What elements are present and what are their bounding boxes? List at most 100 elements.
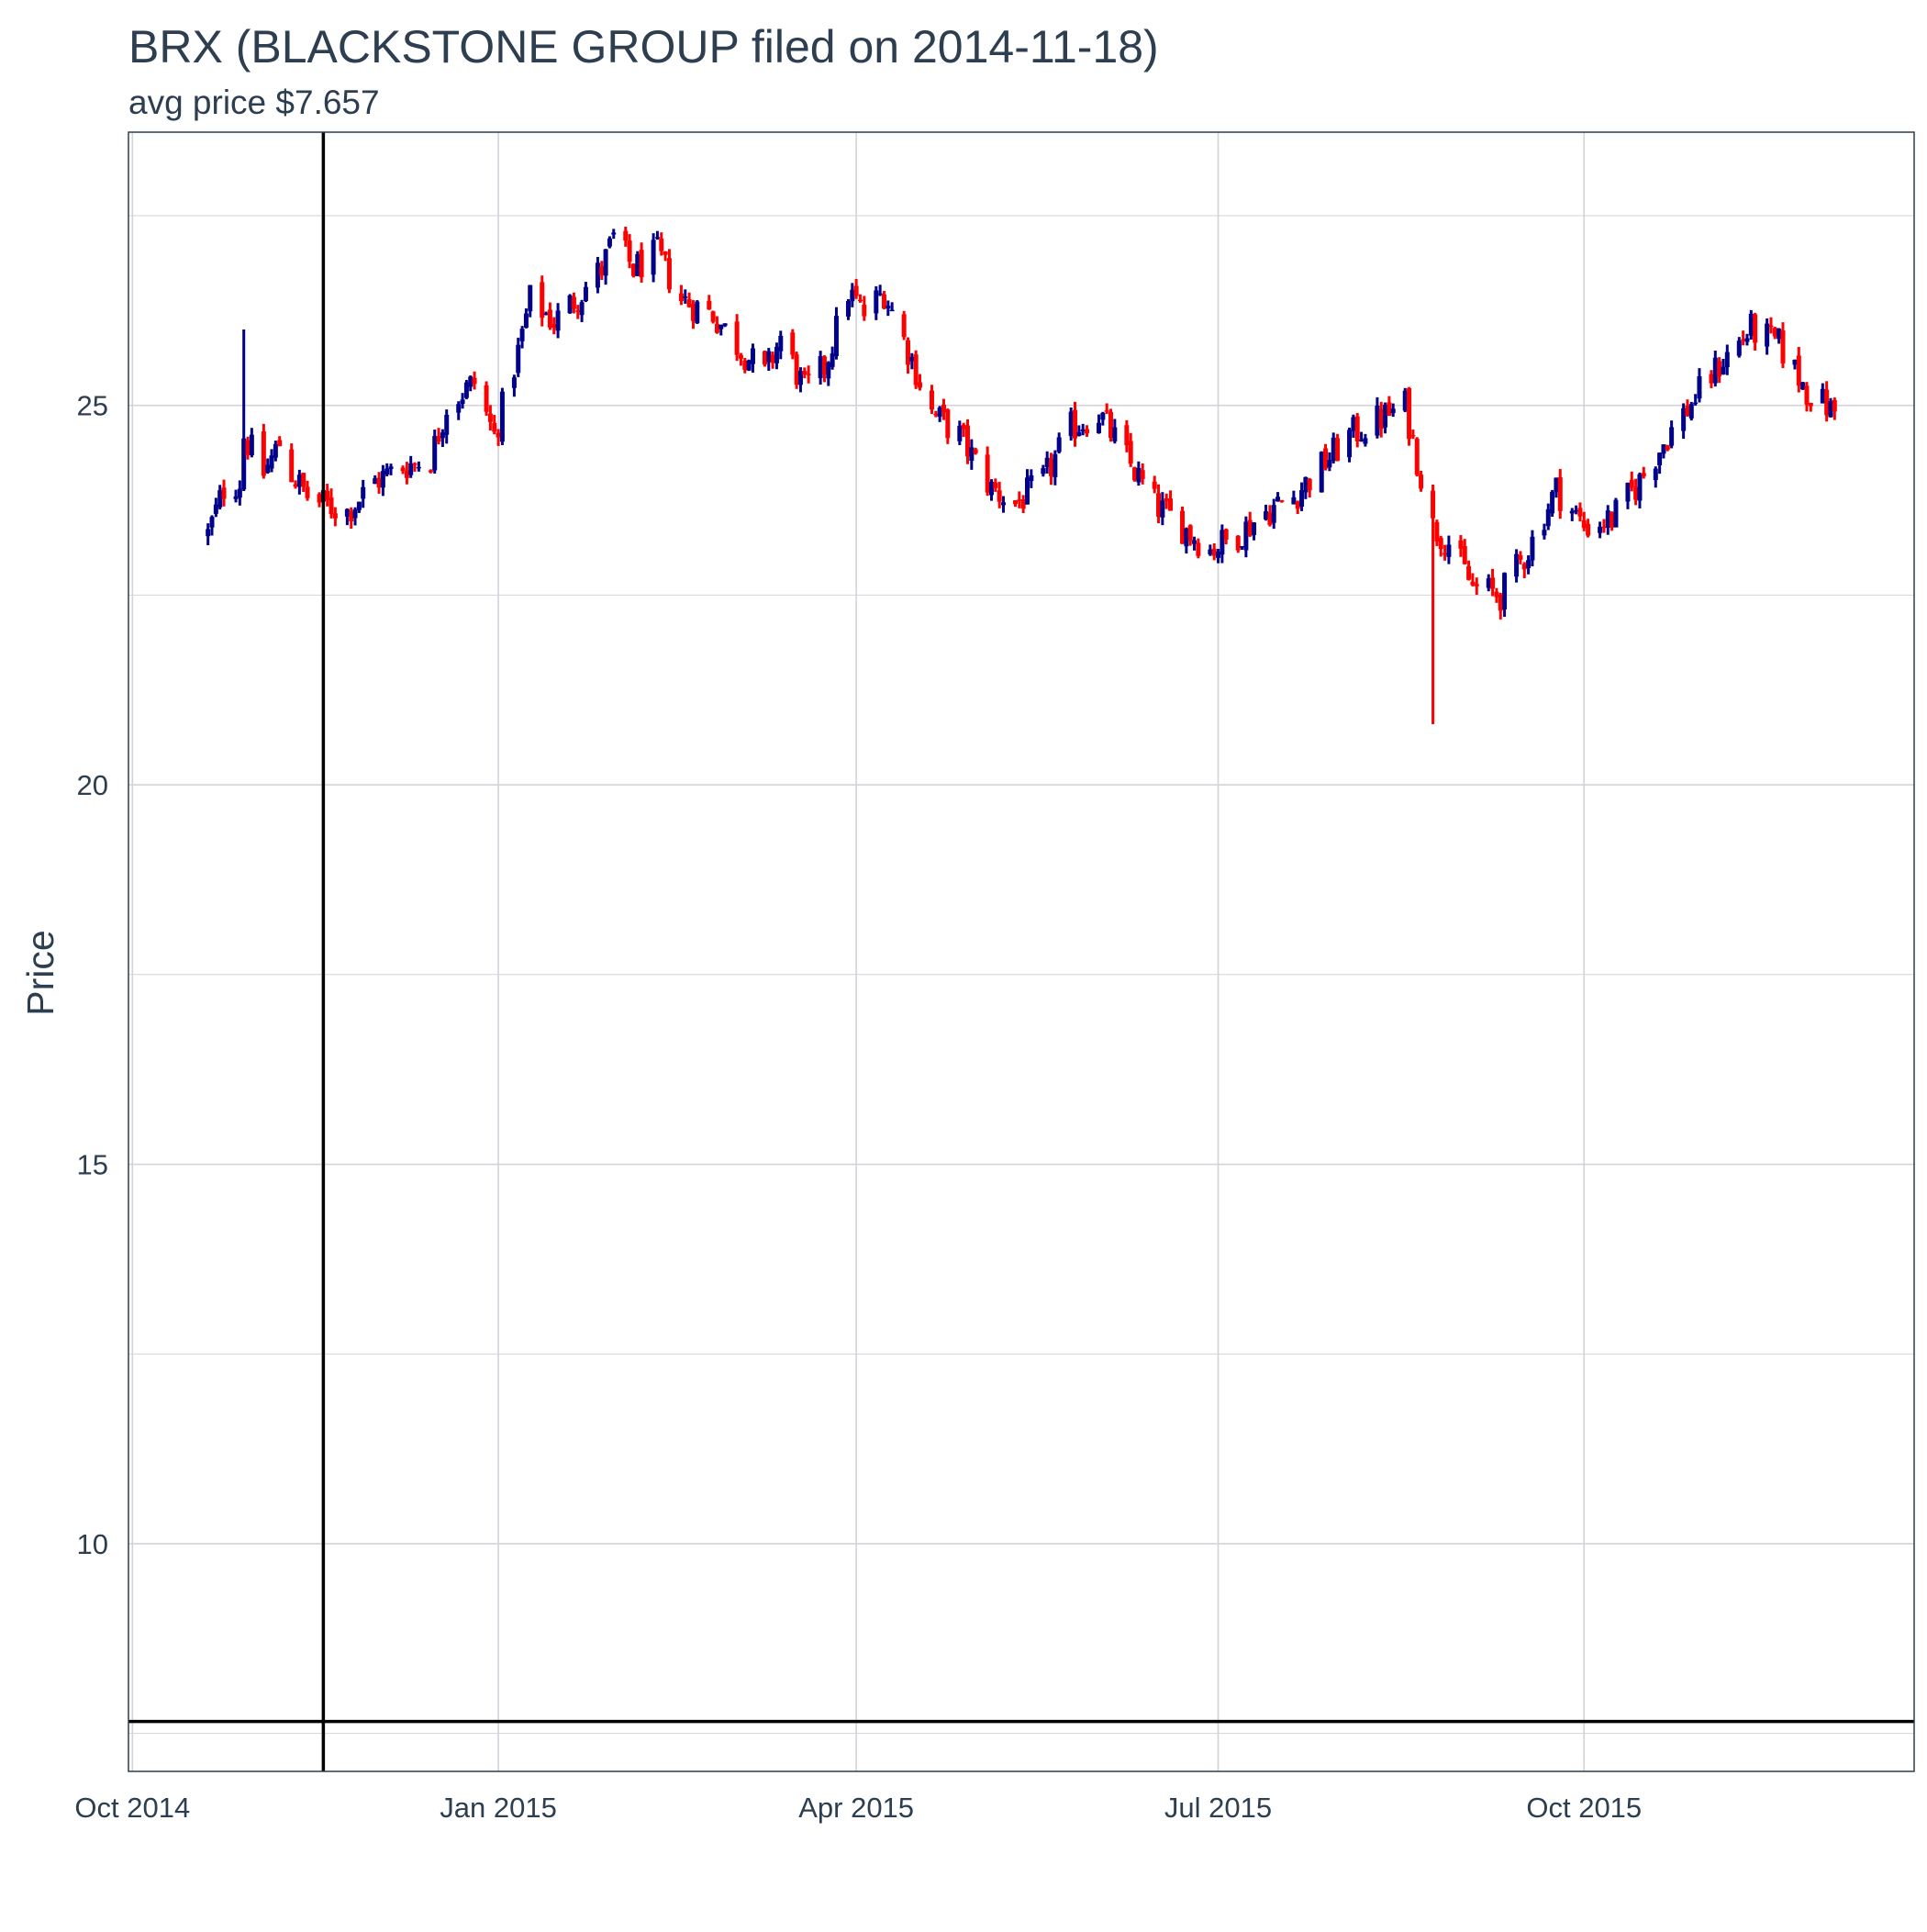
candle-body [770,354,775,363]
candle-body [1335,438,1341,462]
candle-body [1669,427,1675,446]
candle-body [1303,476,1309,493]
y-tick-label: 20 [77,769,108,801]
candle-body [905,340,910,365]
candle-body [221,487,227,499]
x-tick-label: Oct 2015 [1526,1792,1642,1824]
candle-body [1085,429,1090,434]
candle-body [599,266,605,275]
candle-body [540,282,545,318]
candle-body [301,473,306,487]
candle-body [623,230,629,241]
candle-body [1108,411,1114,439]
candle-body [1351,417,1356,431]
candle-body [1327,460,1332,468]
candle-body [499,391,505,442]
candle-body [1598,526,1603,533]
candle-body [1474,584,1479,586]
candle-body [857,299,863,302]
candle-body [1291,497,1297,505]
candle-body [1569,510,1575,514]
grid-lines [128,132,1914,1771]
candle-body [1554,477,1559,493]
candle-body [1359,440,1364,441]
candle-body [472,377,477,385]
candle-body [269,455,274,469]
candle-body [1402,390,1408,411]
candle-body [1765,323,1770,347]
candle-body [659,238,664,251]
candle-body [1279,499,1285,502]
candle-body [1323,448,1329,469]
candle-body [1748,313,1754,336]
candle-body [630,263,636,276]
candle-body [428,470,433,473]
candle-body [265,464,271,474]
candle-body [444,414,450,435]
candle-body [1828,400,1833,418]
candle-body [332,513,338,519]
candle-body [1657,452,1663,465]
candle-body [249,434,254,456]
candle-body [583,286,588,301]
candle-body [1693,402,1699,405]
candle-body [1419,475,1424,489]
candle-body [543,313,549,315]
candle-body [889,309,895,312]
candle-body [937,408,942,418]
candle-body [941,404,946,413]
candle-body [1466,565,1472,580]
candle-body [1550,491,1555,514]
candle-body [957,425,963,441]
candle-body [821,356,827,375]
candle-body [1724,352,1730,368]
candle-body [1574,509,1579,512]
candle-body [1530,536,1535,561]
candle-body [1438,538,1443,550]
candle-body [404,470,409,478]
candle-body [1216,551,1221,558]
candle-body [352,509,358,519]
candle-body [1223,529,1229,540]
candle-body [277,440,283,447]
candle-body [1407,387,1412,440]
candle-body [1577,508,1583,517]
candle-body [388,466,394,470]
candle-body [666,258,672,290]
candle-body [818,356,823,378]
candle-body [790,332,796,355]
candle-body [1442,553,1448,555]
candle-body [1557,476,1563,511]
candle-body [1502,573,1508,610]
candle-body [1363,438,1368,444]
candle-body [1017,499,1022,501]
candle-body [273,443,278,458]
candle-body [579,302,585,316]
candle-body [1605,510,1610,529]
candle-body [1390,408,1396,413]
chart-title: BRX (BLACKSTONE GROUP filed on 2014-11-1… [128,21,1159,73]
candle-body [1462,545,1467,564]
candle-body [1800,382,1806,390]
candle-body [714,323,719,333]
candle-body [738,354,743,359]
candle-body [1041,468,1046,475]
candle-body [1000,502,1006,506]
candle-body [206,529,211,537]
candle-body [237,488,242,498]
candle-body [412,463,418,465]
candle-body [1020,499,1026,509]
candle-body [964,425,970,457]
y-tick-label: 15 [77,1149,108,1181]
candle-body [1307,478,1312,491]
candle-body [750,348,755,364]
candle-body [1112,427,1118,441]
candle-body [456,404,462,413]
candle-body [1777,329,1782,340]
candle-body [913,354,919,385]
candle-body [1192,540,1197,544]
candle-body [567,295,573,314]
candle-body [988,481,994,496]
candle-body [985,454,990,493]
candle-body [217,490,223,508]
